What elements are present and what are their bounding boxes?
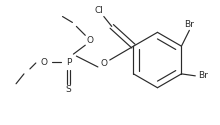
Text: Br: Br	[198, 71, 208, 80]
Text: S: S	[66, 85, 71, 94]
Text: Br: Br	[184, 20, 194, 29]
Text: O: O	[100, 60, 107, 68]
Text: Cl: Cl	[94, 6, 103, 15]
Text: P: P	[66, 58, 71, 66]
Text: O: O	[87, 36, 94, 45]
Text: O: O	[40, 58, 47, 66]
